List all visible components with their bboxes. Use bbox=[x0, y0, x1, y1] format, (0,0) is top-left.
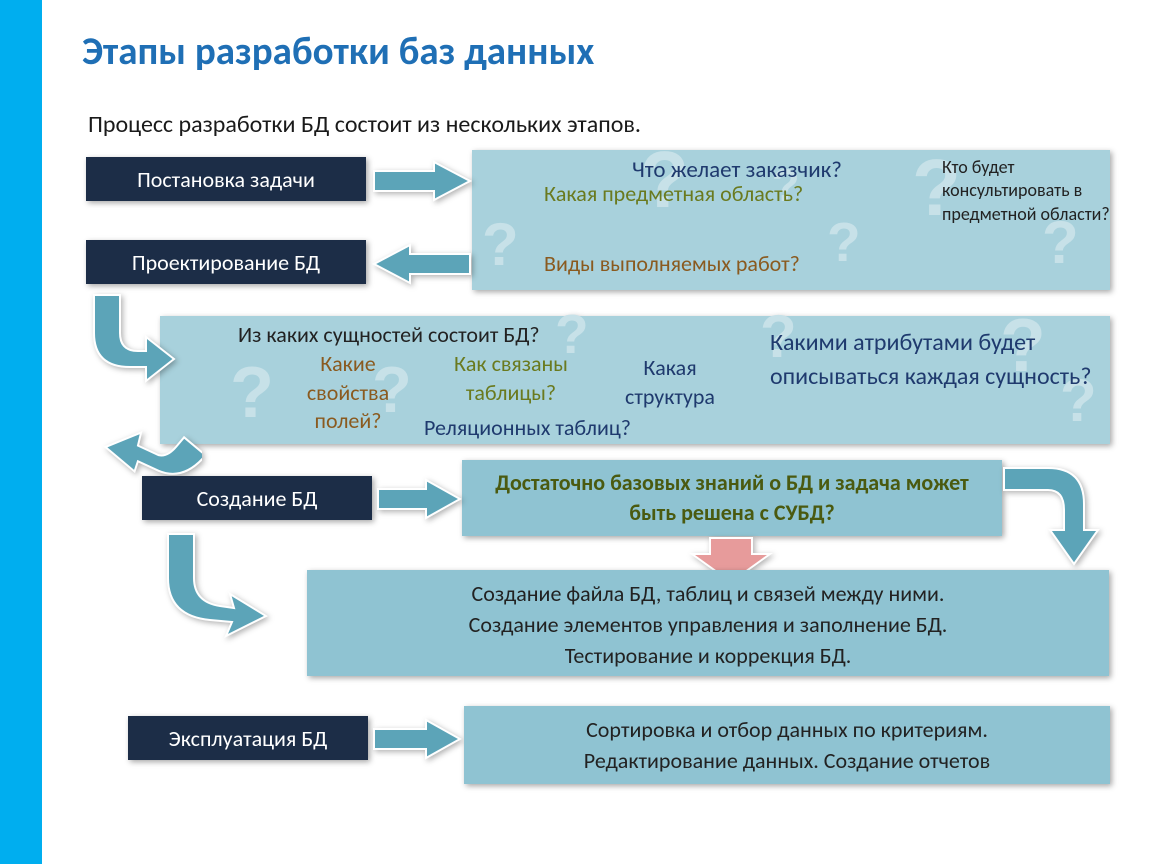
q-struct: Какая структура bbox=[610, 354, 730, 411]
q-consult: Кто будет консультировать в предметной о… bbox=[942, 156, 1112, 226]
panel-questions-1: ? ? ? ? ? ? Что желает заказчик? Какая п… bbox=[472, 150, 1110, 290]
p4-l1: Создание файла БД, таблиц и связей между… bbox=[321, 578, 1095, 609]
arrow-curve-down-right-icon bbox=[90, 293, 176, 389]
stage-2: Проектирование БД bbox=[86, 240, 366, 284]
panel-questions-2: ? ? ? ? ? ? Из каких сущностей состоит Б… bbox=[160, 316, 1110, 444]
arrow-curve-down-icon bbox=[150, 532, 270, 652]
slide-subtitle: Процесс разработки БД состоит из несколь… bbox=[88, 110, 641, 139]
q-works: Виды выполняемых работ? bbox=[544, 250, 800, 277]
arrow-right-icon bbox=[372, 160, 472, 202]
panel3-text: Достаточно базовых знаний о БД и задача … bbox=[495, 469, 968, 526]
panel-creation-steps: Создание файла БД, таблиц и связей между… bbox=[307, 570, 1109, 676]
qmark-icon: ? bbox=[827, 210, 861, 274]
slide-title: Этапы разработки баз данных bbox=[82, 28, 594, 75]
arrow-right-icon bbox=[376, 478, 462, 520]
q-attrs: Какими атрибутами будет описываться кажд… bbox=[770, 326, 1100, 393]
arrow-curve-right-down-icon bbox=[1002, 460, 1110, 570]
stage-3: Создание БД bbox=[142, 476, 372, 520]
q-relational: Реляционных таблиц? bbox=[424, 414, 631, 441]
left-accent-strip bbox=[0, 0, 42, 864]
q-linked: Как связаны таблицы? bbox=[436, 350, 586, 407]
stage-4: Эксплуатация БД bbox=[128, 716, 368, 760]
q-props: Какие свойства полей? bbox=[288, 350, 408, 436]
qmark-icon: ? bbox=[230, 352, 274, 434]
arrow-right-icon bbox=[372, 718, 462, 760]
p5-l2: Редактирование данных. Создание отчетов bbox=[476, 745, 1098, 776]
panel-knowledge: Достаточно базовых знаний о БД и задача … bbox=[462, 460, 1002, 536]
p5-l1: Сортировка и отбор данных по критериям. bbox=[476, 714, 1098, 745]
slide-content: Этапы разработки баз данных Процесс разр… bbox=[42, 0, 1150, 864]
q-domain: Какая предметная область? bbox=[544, 180, 804, 208]
q-entities: Из каких сущностей состоит БД? bbox=[238, 321, 540, 348]
arrow-left-icon bbox=[372, 243, 472, 285]
panel-exploitation: Сортировка и отбор данных по критериям. … bbox=[464, 706, 1110, 784]
p4-l2: Создание элементов управления и заполнен… bbox=[321, 609, 1095, 640]
qmark-icon: ? bbox=[482, 210, 519, 279]
p4-l3: Тестирование и коррекция БД. bbox=[321, 640, 1095, 671]
stage-1: Постановка задачи bbox=[86, 157, 366, 201]
